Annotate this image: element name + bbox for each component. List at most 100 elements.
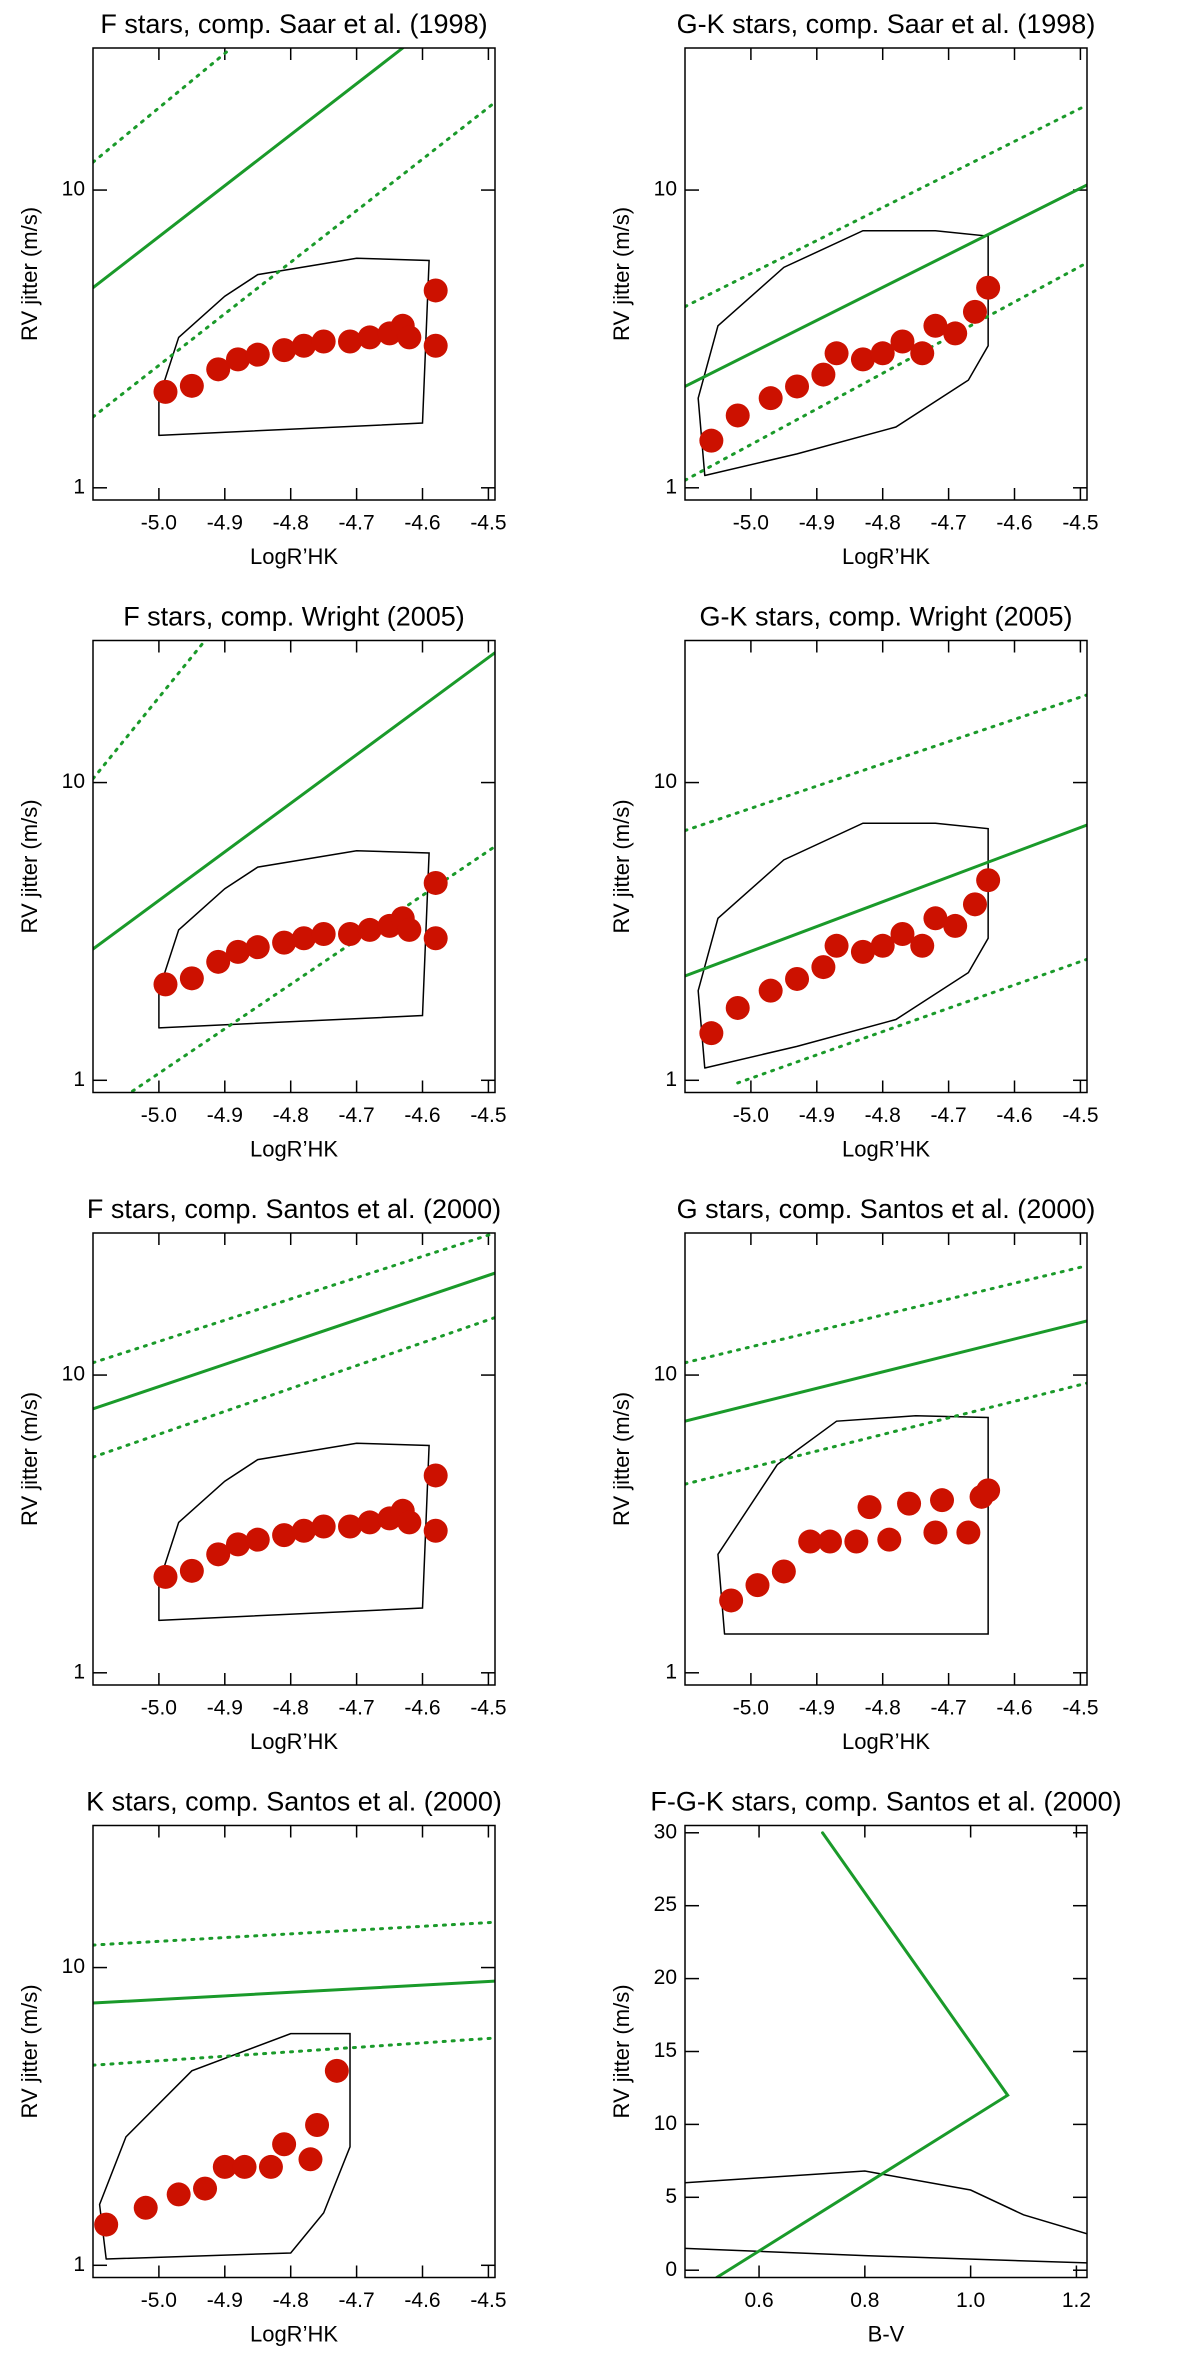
- plot-area: [685, 1264, 1087, 1635]
- data-point: [844, 1529, 869, 1554]
- model-line: [715, 1831, 1010, 2278]
- y-tick-label: 10: [62, 770, 85, 793]
- contour: [697, 822, 989, 1069]
- x-tick-label: -4.7: [931, 1104, 967, 1127]
- x-tick-label: -4.6: [996, 1697, 1032, 1720]
- data-point: [179, 1558, 204, 1583]
- x-tick-label: -4.8: [865, 1697, 901, 1720]
- x-axis-label: LogR’HK: [250, 1729, 338, 1754]
- data-point: [785, 374, 810, 399]
- data-point: [798, 1529, 823, 1554]
- data-point: [699, 428, 724, 453]
- y-axis-label: RV jitter (m/s): [609, 799, 634, 933]
- x-tick-label: -4.6: [404, 512, 440, 535]
- data-point: [225, 1532, 250, 1557]
- x-tick-label: -4.9: [799, 1697, 835, 1720]
- data-point: [311, 922, 336, 947]
- data-point: [758, 978, 783, 1003]
- data-point: [976, 275, 1001, 300]
- plot-area: [685, 693, 1087, 1085]
- chart-title: F stars, comp. Saar et al. (1998): [100, 9, 487, 39]
- y-axis-label: RV jitter (m/s): [17, 799, 42, 933]
- data-point: [357, 1510, 382, 1535]
- panel: F stars, comp. Santos et al. (2000) LogR’…: [17, 1194, 507, 1754]
- data-point: [225, 347, 250, 372]
- model-line: [685, 693, 1087, 833]
- y-tick-label: 1: [73, 2253, 85, 2276]
- y-axis-label: RV jitter (m/s): [609, 1984, 634, 2118]
- x-tick-label: -4.6: [404, 2289, 440, 2312]
- data-point: [153, 1564, 178, 1589]
- x-tick-label: -4.8: [273, 1697, 309, 1720]
- data-point: [311, 329, 336, 354]
- contour: [158, 257, 430, 437]
- x-tick-label: -4.8: [273, 1104, 309, 1127]
- x-tick-label: 0.8: [850, 2289, 879, 2312]
- x-tick-label: -4.6: [404, 1104, 440, 1127]
- data-point: [976, 868, 1001, 893]
- plot-frame: [684, 47, 1088, 501]
- x-tick-label: -4.5: [1062, 1104, 1098, 1127]
- x-axis-label: LogR’HK: [250, 1136, 338, 1161]
- data-point: [423, 870, 448, 895]
- x-tick-label: -4.9: [799, 512, 835, 535]
- plot-area: [685, 103, 1087, 482]
- data-point: [956, 1520, 981, 1545]
- y-tick-label: 1: [665, 1068, 677, 1091]
- chart-title: G stars, comp. Santos et al. (2000): [677, 1194, 1096, 1224]
- model-line: [131, 844, 495, 1093]
- x-tick-label: -4.8: [865, 512, 901, 535]
- data-point: [890, 922, 915, 947]
- model-line: [685, 1381, 1087, 1486]
- x-tick-label: -4.5: [470, 2289, 506, 2312]
- data-point: [897, 1491, 922, 1516]
- plot-area: [685, 1831, 1087, 2278]
- data-point: [824, 341, 849, 366]
- x-tick-label: -4.6: [996, 1104, 1032, 1127]
- chart-title: F-G-K stars, comp. Santos et al. (2000): [650, 1787, 1121, 1817]
- data-point: [179, 966, 204, 991]
- chart-title: K stars, comp. Santos et al. (2000): [86, 1787, 502, 1817]
- model-line: [93, 48, 405, 290]
- x-tick-label: -4.7: [931, 1697, 967, 1720]
- x-axis-label: LogR’HK: [842, 1136, 930, 1161]
- x-tick-label: -4.7: [339, 1104, 375, 1127]
- x-tick-label: -4.7: [339, 2289, 375, 2312]
- model-line: [685, 183, 1087, 388]
- contour: [98, 2032, 351, 2260]
- data-point: [225, 939, 250, 964]
- model-line: [685, 103, 1087, 309]
- data-point: [311, 1514, 336, 1539]
- plot-frame: [92, 1824, 496, 2279]
- data-point: [923, 1520, 948, 1545]
- x-tick-label: -5.0: [733, 1104, 769, 1127]
- data-point: [923, 313, 948, 338]
- x-tick-label: -4.6: [404, 1697, 440, 1720]
- data-point: [423, 1463, 448, 1488]
- data-point: [357, 325, 382, 350]
- x-tick-label: -5.0: [733, 512, 769, 535]
- x-axis-label: LogR’HK: [250, 2321, 338, 2346]
- data-point: [423, 278, 448, 303]
- data-point: [206, 949, 231, 974]
- data-point: [272, 930, 297, 955]
- contour: [717, 1415, 989, 1635]
- model-line: [93, 651, 495, 951]
- data-point: [272, 2132, 297, 2157]
- data-point: [258, 2154, 283, 2179]
- y-tick-label: 0: [665, 2258, 677, 2281]
- plot-frame: [684, 1232, 1088, 1686]
- data-point: [910, 933, 935, 958]
- x-tick-label: -4.9: [207, 1104, 243, 1127]
- x-tick-label: -4.7: [339, 512, 375, 535]
- model-line: [93, 100, 495, 419]
- x-tick-label: -4.5: [470, 1697, 506, 1720]
- panel: K stars, comp. Santos et al. (2000) LogR’…: [17, 1787, 507, 2347]
- model-line: [93, 48, 233, 164]
- x-tick-label: -4.9: [207, 2289, 243, 2312]
- x-tick-label: 1.2: [1062, 2289, 1091, 2312]
- panel: G stars, comp. Santos et al. (2000) LogR’…: [609, 1194, 1099, 1754]
- y-axis-label: RV jitter (m/s): [17, 1984, 42, 2118]
- data-point: [870, 341, 895, 366]
